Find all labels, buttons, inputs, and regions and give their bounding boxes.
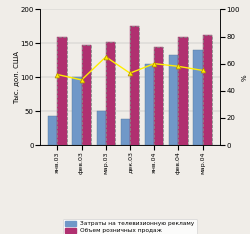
Bar bbox=[106, 42, 115, 145]
Bar bbox=[58, 37, 66, 145]
Bar bbox=[154, 47, 164, 145]
Y-axis label: Тыс. дол. США: Тыс. дол. США bbox=[13, 51, 19, 104]
Bar bbox=[72, 77, 82, 145]
Bar bbox=[178, 37, 188, 145]
Bar bbox=[58, 37, 66, 145]
Bar bbox=[169, 55, 178, 145]
Bar bbox=[130, 26, 139, 145]
Bar bbox=[130, 26, 139, 145]
Bar bbox=[106, 42, 115, 145]
Bar bbox=[82, 45, 91, 145]
Legend: Затраты на телевизионную рекламу, Объем розничных продаж, Удельный вес ПРТ (%): Затраты на телевизионную рекламу, Объем … bbox=[63, 219, 197, 234]
Bar bbox=[96, 111, 106, 145]
Bar bbox=[202, 35, 212, 145]
Y-axis label: %: % bbox=[241, 74, 247, 80]
Bar bbox=[202, 35, 212, 145]
Bar bbox=[121, 119, 130, 145]
Bar bbox=[154, 47, 164, 145]
Bar bbox=[194, 50, 202, 145]
Bar bbox=[145, 64, 154, 145]
Bar bbox=[82, 45, 91, 145]
Bar bbox=[48, 116, 58, 145]
Bar bbox=[178, 37, 188, 145]
